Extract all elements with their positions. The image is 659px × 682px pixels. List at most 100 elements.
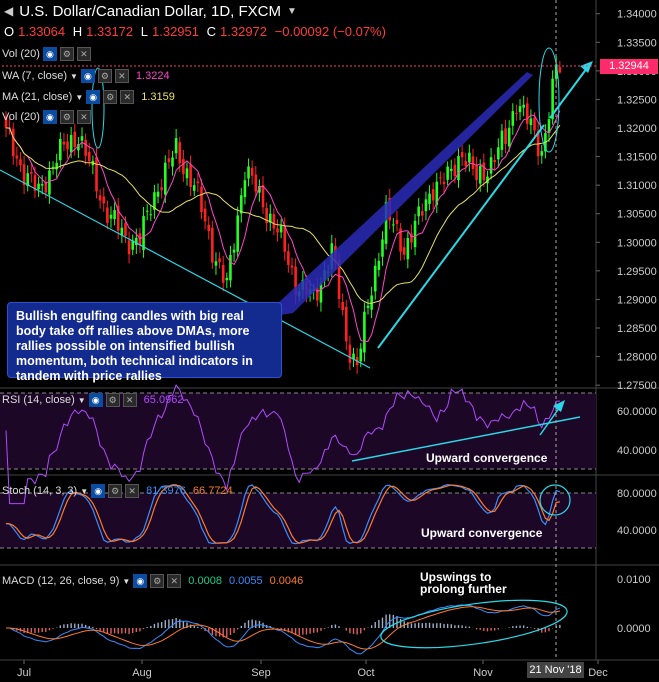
rsi-legend[interactable]: RSI (14, close) ▼ ◉ ⚙ ✕ 65.0962 xyxy=(2,393,183,407)
chevron-down-icon[interactable]: ▼ xyxy=(77,395,86,405)
uptrend-arrow xyxy=(549,63,591,119)
price-tick-label: 1.33500 xyxy=(617,37,657,49)
chevron-down-icon[interactable]: ▼ xyxy=(75,92,84,102)
price-tick-label: 1.34000 xyxy=(617,9,657,21)
candle-body xyxy=(37,183,40,190)
candle-body xyxy=(279,225,283,233)
chevron-down-icon[interactable]: ▼ xyxy=(122,576,131,586)
candle-body xyxy=(98,195,102,201)
close-icon[interactable]: ✕ xyxy=(114,69,129,83)
candle-body xyxy=(207,224,211,232)
downtrend-line xyxy=(0,169,371,369)
candle-body xyxy=(402,247,406,255)
ma7-value: 1.3224 xyxy=(135,70,170,82)
candle-body xyxy=(232,249,236,253)
indicator-row-vol[interactable]: Vol (20) ◉ ⚙ ✕ xyxy=(2,47,91,61)
close-icon[interactable]: ✕ xyxy=(125,484,140,498)
close-icon[interactable]: ✕ xyxy=(76,110,91,124)
chevron-down-icon[interactable]: ▼ xyxy=(70,71,78,81)
candle-body xyxy=(268,213,272,223)
candle-body xyxy=(478,165,482,184)
settings-icon[interactable]: ⚙ xyxy=(105,393,120,407)
candle-body xyxy=(73,131,77,147)
indicator-tick-label: 40.0000 xyxy=(617,525,657,537)
candle-body xyxy=(431,189,435,201)
eye-icon[interactable]: ◉ xyxy=(42,47,57,61)
candle-body xyxy=(102,196,106,204)
candle-body xyxy=(337,260,341,299)
candle-body xyxy=(109,214,113,219)
stoch-d-value: 66.7724 xyxy=(192,485,233,497)
indicator-row-ma21[interactable]: MA (21, close) ▼ ◉ ⚙ ✕ 1.3159 xyxy=(2,90,175,104)
settings-icon[interactable]: ⚙ xyxy=(150,574,165,588)
symbol-title[interactable]: U.S. Dollar/Canadian Dollar, 1D, FXCM xyxy=(19,2,281,20)
eye-icon[interactable]: ◉ xyxy=(80,69,95,83)
close-icon[interactable]: ✕ xyxy=(76,47,91,61)
drawings xyxy=(0,0,596,660)
rsi-label: RSI (14, close) xyxy=(2,394,75,406)
candle-body xyxy=(200,186,203,213)
candle-body xyxy=(40,184,44,186)
close-icon[interactable]: ✕ xyxy=(167,574,182,588)
macd-legend[interactable]: MACD (12, 26, close, 9) ▼ ◉ ⚙ ✕ 0.0008 0… xyxy=(2,574,303,588)
candle-body xyxy=(160,187,163,191)
candle-body xyxy=(283,226,287,252)
candle-body xyxy=(178,142,182,164)
rsi-trendline xyxy=(351,416,581,462)
eye-icon[interactable]: ◉ xyxy=(86,90,101,104)
eye-icon[interactable]: ◉ xyxy=(91,484,106,498)
stoch-annotation: Upward convergence xyxy=(421,526,543,540)
macd-signal-value: 0.0046 xyxy=(269,575,304,587)
eye-icon[interactable]: ◉ xyxy=(42,110,57,124)
eye-icon[interactable]: ◉ xyxy=(133,574,148,588)
candle-body xyxy=(229,254,232,281)
rsi-pane xyxy=(5,383,560,505)
settings-icon[interactable]: ⚙ xyxy=(108,484,123,498)
arrow-head-icon xyxy=(580,61,593,73)
candle-body xyxy=(182,159,185,175)
collapse-arrow-icon[interactable]: ◀ xyxy=(4,4,14,18)
candle-body xyxy=(554,64,558,79)
indicator-row-vol2[interactable]: Vol (20) ◉ ⚙ ✕ xyxy=(2,110,91,124)
candle-body xyxy=(243,180,247,198)
candle-body xyxy=(471,156,475,169)
open-label: O xyxy=(4,24,15,39)
candle-body xyxy=(258,186,261,193)
candle-body xyxy=(558,67,562,73)
chevron-down-icon[interactable]: ▼ xyxy=(287,5,297,17)
candle-body xyxy=(116,205,120,231)
stoch-legend[interactable]: Stoch (14, 3, 3) ▼ ◉ ⚙ ✕ 81.3976 66.7724 xyxy=(2,484,233,498)
macd-annotation-line2: prolong further xyxy=(420,582,507,596)
candle-body xyxy=(460,152,464,158)
candle-body xyxy=(142,216,145,251)
settings-icon[interactable]: ⚙ xyxy=(103,90,118,104)
candle-body xyxy=(196,181,200,184)
time-tick-label: Jul xyxy=(17,667,31,679)
arrow-head-icon xyxy=(553,400,565,412)
indicator-tick-label: 60.0000 xyxy=(617,406,657,418)
candle-body xyxy=(80,136,84,141)
candle-body xyxy=(221,264,225,283)
candle-body xyxy=(366,305,370,308)
close-icon[interactable]: ✕ xyxy=(120,90,135,104)
macd-pane xyxy=(6,604,561,655)
candle-body xyxy=(500,130,504,150)
chevron-down-icon[interactable]: ▼ xyxy=(80,486,89,496)
indicator-row-ma7[interactable]: WA (7, close) ▼ ◉ ⚙ ✕ 1.3224 xyxy=(2,69,170,83)
settings-icon[interactable]: ⚙ xyxy=(59,47,74,61)
settings-icon[interactable]: ⚙ xyxy=(59,110,74,124)
indicator-tick-label: 80.0000 xyxy=(617,488,657,500)
candle-body xyxy=(250,167,254,176)
close-icon[interactable]: ✕ xyxy=(122,393,137,407)
ohlc-readout: O 1.33064 H 1.33172 L 1.32951 C 1.32972 −0.0… xyxy=(4,24,390,39)
highlight-ellipse xyxy=(91,67,105,149)
candle-body xyxy=(254,174,258,192)
candle-body xyxy=(265,207,268,224)
eye-icon[interactable]: ◉ xyxy=(88,393,103,407)
candle-body xyxy=(540,151,544,156)
rsi-line xyxy=(5,383,560,505)
candle-body xyxy=(55,162,58,170)
settings-icon[interactable]: ⚙ xyxy=(97,69,112,83)
candle-body xyxy=(486,176,489,184)
candle-body xyxy=(352,353,355,360)
